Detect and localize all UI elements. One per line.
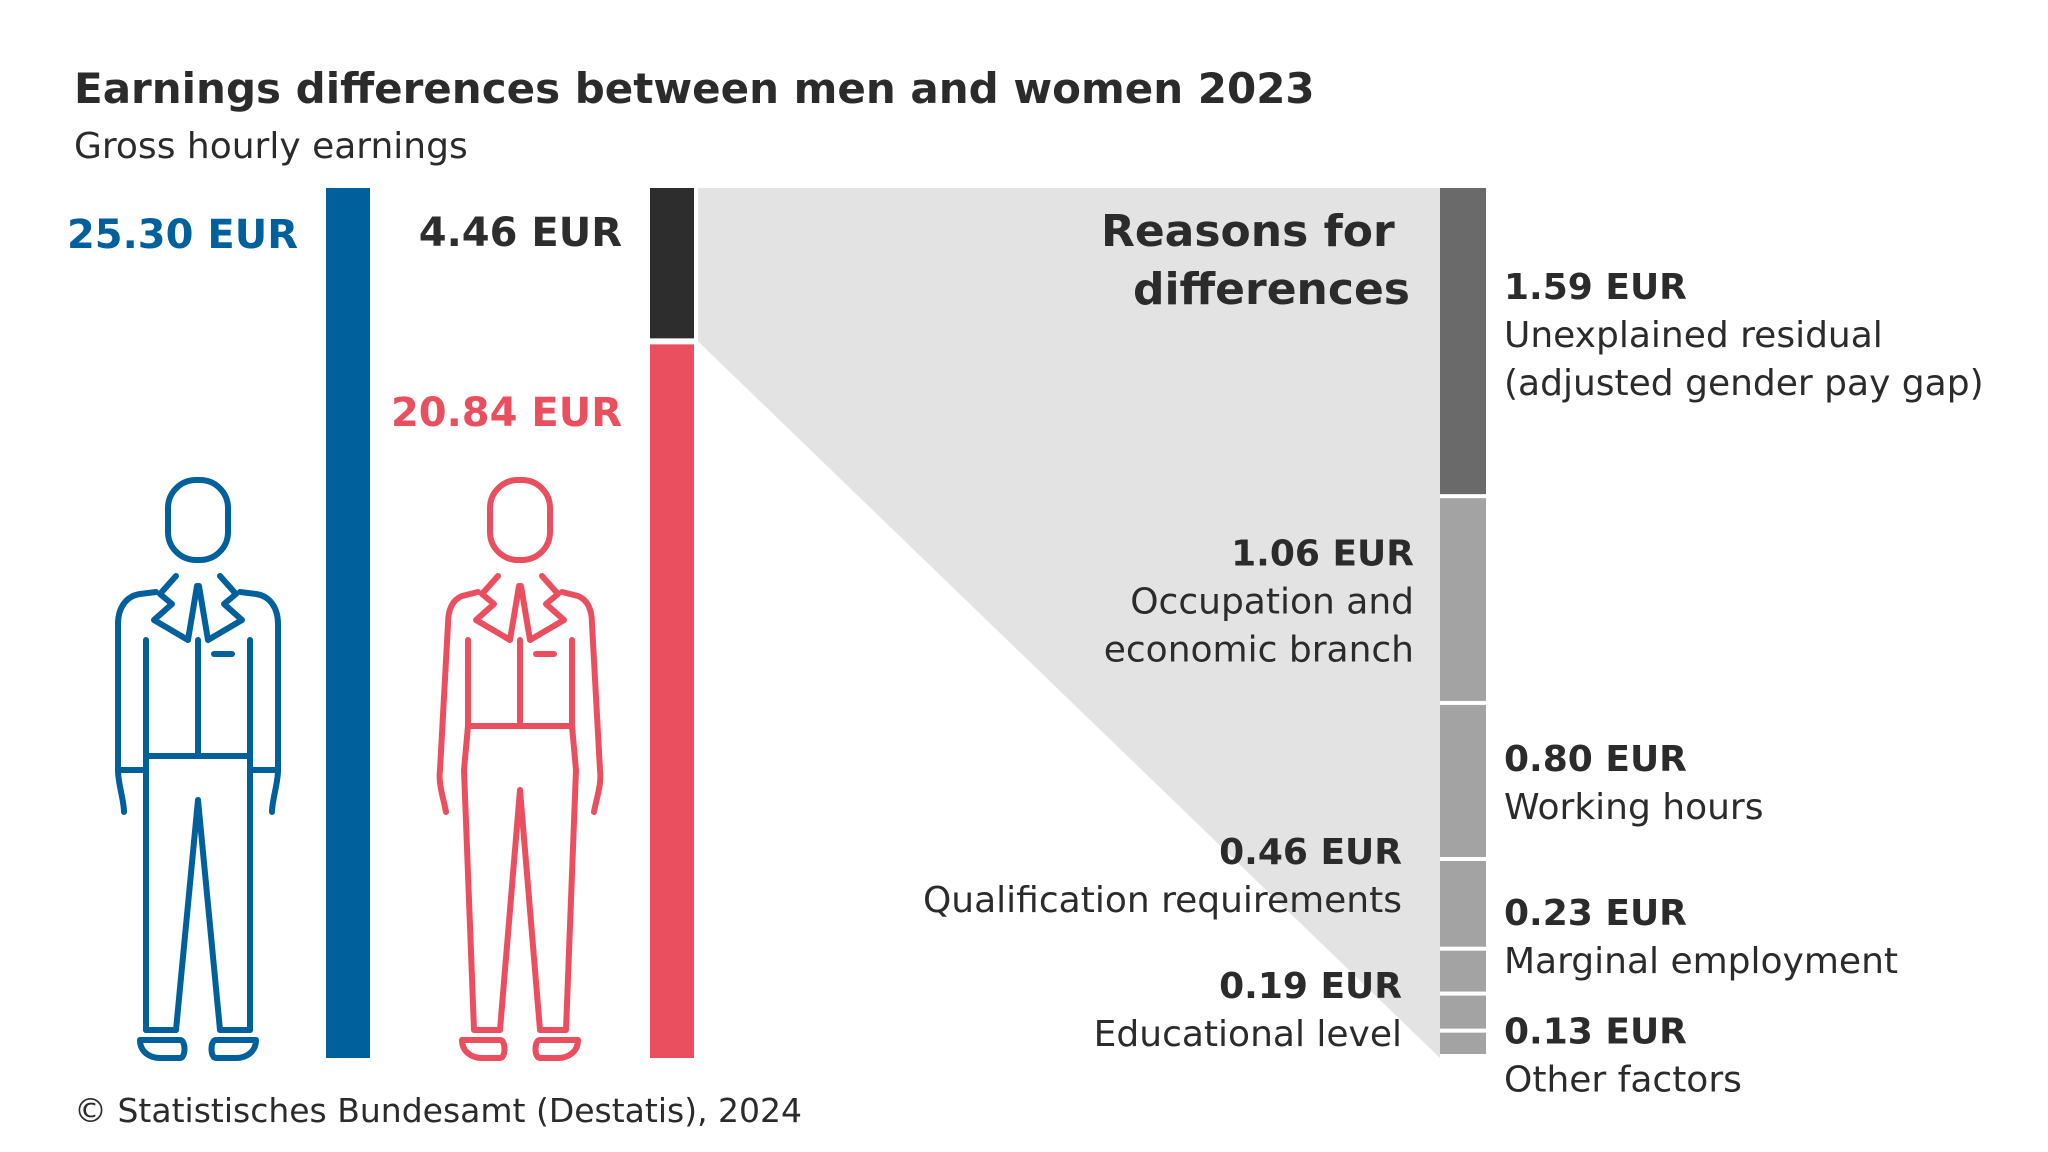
- breakdown-value-2: 0.80 EUR: [1504, 739, 1687, 780]
- breakdown-segment-4: [1440, 950, 1486, 992]
- women-value-label: 20.84 EUR: [391, 390, 622, 436]
- breakdown-label-1-1: economic branch: [1104, 630, 1414, 671]
- breakdown-label-3-0: Qualification requirements: [923, 880, 1402, 921]
- breakdown-value-6: 0.13 EUR: [1504, 1011, 1687, 1052]
- breakdown-segment-6: [1440, 1032, 1486, 1054]
- breakdown-label-0-0: Unexplained residual: [1504, 315, 1883, 356]
- breakdown-segment-2: [1440, 704, 1486, 857]
- breakdown-value-1: 1.06 EUR: [1231, 534, 1414, 575]
- breakdown-wedge: [698, 188, 1440, 1058]
- source-text: © Statistisches Bundesamt (Destatis), 20…: [74, 1091, 802, 1130]
- bars-layer: [326, 188, 694, 1059]
- bar-women: [650, 344, 694, 1059]
- breakdown-value-4: 0.23 EUR: [1504, 893, 1687, 934]
- breakdown-layer: 1.59 EUR Unexplained residual (adjusted ge…: [698, 188, 1984, 1100]
- bar-gap: [650, 188, 694, 339]
- breakdown-label-5-0: Educational level: [1094, 1014, 1402, 1055]
- men-value-label: 25.30 EUR: [67, 212, 298, 258]
- breakdown-value-5: 0.19 EUR: [1219, 966, 1402, 1007]
- breakdown-label-4-0: Marginal employment: [1504, 941, 1898, 982]
- breakdown-segment-5: [1440, 995, 1486, 1029]
- breakdown-segment-0: [1440, 188, 1486, 495]
- breakdown-label-0-1: (adjusted gender pay gap): [1504, 363, 1984, 404]
- breakdown-heading-line-1: Reasons for: [1101, 206, 1395, 257]
- man-icon: [115, 477, 281, 1061]
- chart-subtitle: Gross hourly earnings: [74, 126, 468, 167]
- breakdown-segment-1: [1440, 498, 1486, 701]
- breakdown-heading-line-2: differences: [1133, 264, 1410, 315]
- breakdown-label-2-0: Working hours: [1504, 787, 1764, 828]
- gap-value-label: 4.46 EUR: [419, 210, 622, 256]
- chart-title: Earnings differences between men and wom…: [74, 64, 1315, 113]
- breakdown-heading: Reasons for differences: [1101, 206, 1410, 315]
- breakdown-label-6-0: Other factors: [1504, 1059, 1742, 1100]
- breakdown-label-1-0: Occupation and: [1130, 582, 1414, 623]
- woman-icon: [436, 477, 604, 1061]
- breakdown-segment-3: [1440, 860, 1486, 947]
- breakdown-value-3: 0.46 EUR: [1219, 832, 1402, 873]
- bar-men: [326, 188, 370, 1058]
- breakdown-value-0: 1.59 EUR: [1504, 267, 1687, 308]
